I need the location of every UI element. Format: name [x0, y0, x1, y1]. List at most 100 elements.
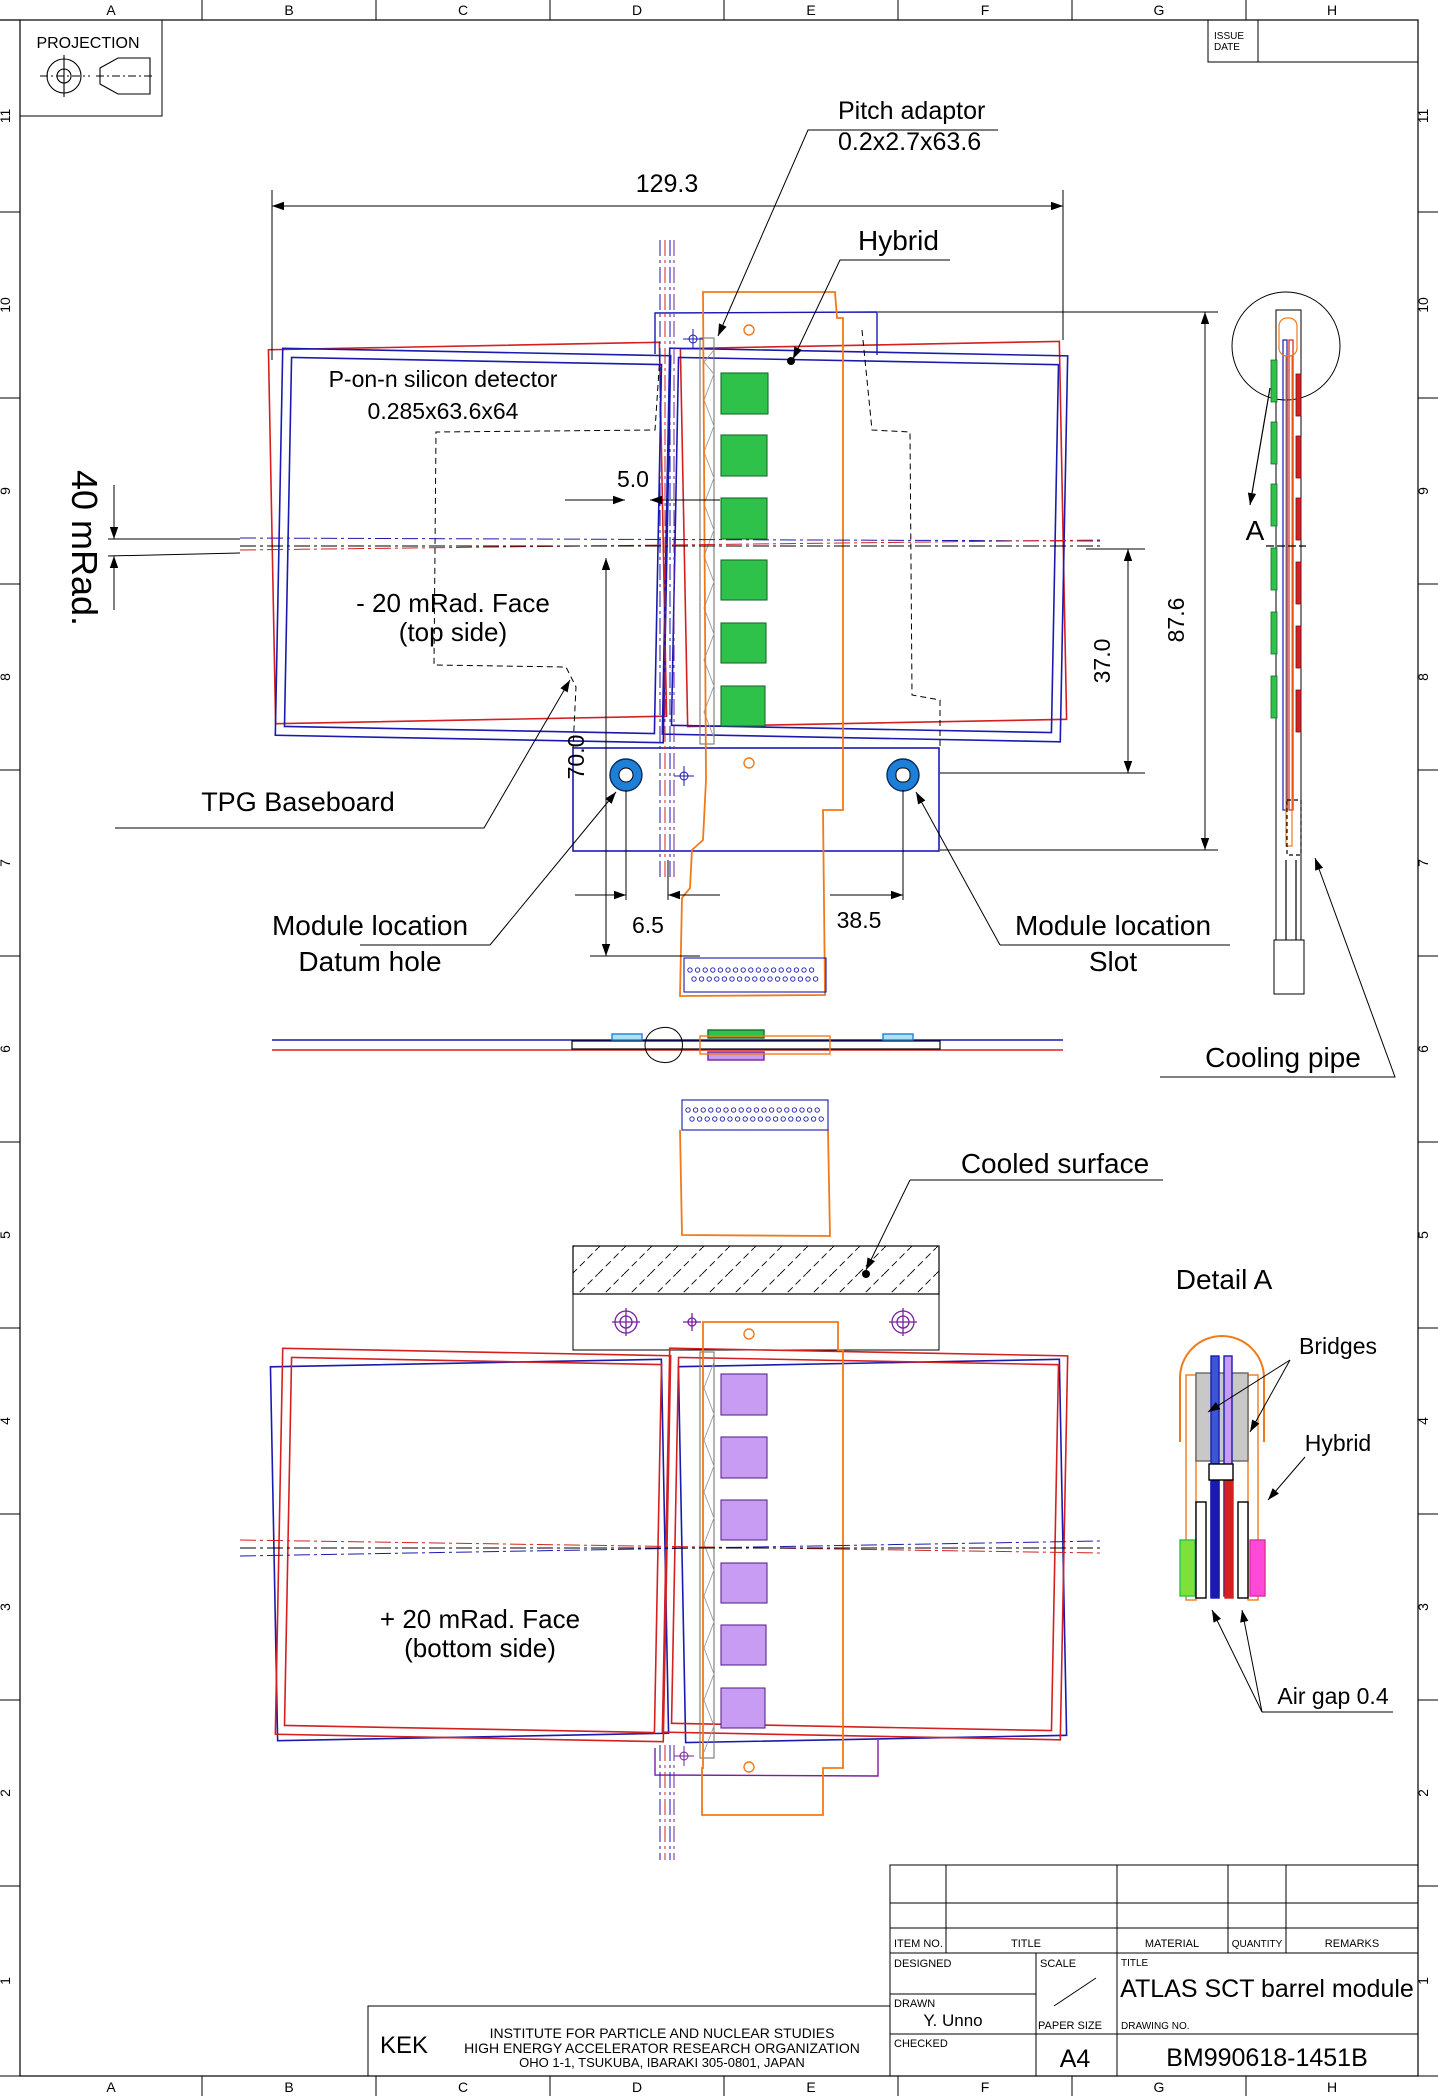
- column-label: A: [106, 2079, 116, 2095]
- slot-hole: [886, 758, 920, 792]
- hybrid-outline: [679, 291, 844, 997]
- tb-checked: CHECKED: [894, 2038, 948, 2050]
- dimensions-top: [107, 190, 1218, 957]
- connector-top-view: [683, 957, 827, 993]
- tb-item-no: ITEM NO.: [894, 1938, 943, 1950]
- label-angle: 40 mRad.: [64, 470, 105, 626]
- row-label: 11: [0, 109, 13, 124]
- tb-inst-1: INSTITUTE FOR PARTICLE AND NUCLEAR STUDI…: [490, 2025, 835, 2041]
- tb-quantity: QUANTITY: [1232, 1939, 1283, 1950]
- row-label: 10: [0, 297, 13, 313]
- label-pitch-adaptor: Pitch adaptor: [838, 97, 985, 125]
- label-air-gap: Air gap 0.4: [1277, 1683, 1388, 1709]
- row-label: 2: [1415, 1789, 1431, 1797]
- label-top-side: (top side): [399, 617, 507, 647]
- label-baseboard: TPG Baseboard: [201, 787, 395, 817]
- date-label: DATE: [1214, 42, 1240, 53]
- label-slot-2: Slot: [1089, 946, 1137, 977]
- row-label: 8: [0, 673, 13, 681]
- chips-purple: [720, 1373, 768, 1729]
- row-label: 1: [0, 1977, 13, 1985]
- tb-inst-3: OHO 1-1, TSUKUBA, IBARAKI 305-0801, JAPA…: [519, 2055, 805, 2070]
- label-pitch-adaptor-dims: 0.2x2.7x63.6: [838, 128, 981, 156]
- column-label: A: [106, 2, 116, 18]
- column-label: B: [284, 2, 293, 18]
- tb-drawing-no: BM990618-1451B: [1166, 2044, 1368, 2072]
- connector-pins: [687, 967, 819, 982]
- column-label: G: [1154, 2079, 1165, 2095]
- row-label: 5: [1415, 1231, 1431, 1239]
- column-label: F: [981, 2079, 990, 2095]
- row-label: 9: [0, 487, 13, 495]
- row-labels-right: 11 10 9 8 7 6 5 4 3 2 1: [1415, 109, 1431, 1985]
- center-lines: [239, 240, 1101, 880]
- label-top-face: - 20 mRad. Face: [356, 588, 550, 618]
- pitch-adaptor: [699, 337, 715, 745]
- issue-label: ISSUE: [1214, 31, 1244, 42]
- column-label: E: [806, 2079, 815, 2095]
- column-label: H: [1327, 2, 1337, 18]
- column-label: D: [632, 2079, 642, 2095]
- row-label: 2: [0, 1789, 13, 1797]
- column-label: E: [806, 2, 815, 18]
- row-labels-left: 11 10 9 8 7 6 5 4 3 2 1: [0, 109, 13, 1985]
- row-label: 3: [1415, 1603, 1431, 1611]
- tb-paper-size-label: PAPER SIZE: [1038, 2020, 1102, 2032]
- labels: Pitch adaptor 0.2x2.7x63.6 129.3 Hybrid …: [64, 97, 1389, 1709]
- column-labels-bottom: A B C D E F G H: [106, 2079, 1337, 2095]
- label-datum-1: Module location: [272, 910, 468, 941]
- label-detector-dims: 0.285x63.6x64: [368, 398, 519, 424]
- row-label: 6: [0, 1045, 13, 1053]
- tb-drawn: DRAWN: [894, 1998, 935, 2010]
- projection-box: PROJECTION: [19, 19, 163, 117]
- label-bottom-face: + 20 mRad. Face: [380, 1604, 580, 1634]
- tb-scale: SCALE: [1040, 1958, 1076, 1970]
- tb-material: MATERIAL: [1145, 1938, 1199, 1950]
- detector-red-outline-bottom: [274, 1347, 1069, 1743]
- label-width-dim: 129.3: [636, 170, 699, 198]
- label-hybrid: Hybrid: [858, 225, 939, 256]
- label-hybrid-detail: Hybrid: [1305, 1430, 1371, 1456]
- label-datum-2: Datum hole: [298, 946, 441, 977]
- connector-pins-bottom: [685, 1107, 824, 1122]
- tb-paper-size: A4: [1060, 2045, 1091, 2073]
- tb-kek: KEK: [380, 2032, 428, 2059]
- tb-inst-2: HIGH ENERGY ACCELERATOR RESEARCH ORGANIZ…: [464, 2040, 860, 2056]
- column-labels-top: A B C D E F G H: [106, 2, 1337, 18]
- tb-title: ATLAS SCT barrel module: [1120, 1975, 1414, 2003]
- row-label: 9: [1415, 487, 1431, 495]
- issue-date-box: ISSUE DATE: [1207, 19, 1419, 63]
- column-dividers: [201, 0, 1247, 2096]
- row-label: 4: [0, 1417, 13, 1425]
- baseboard-hidden-outline: [433, 329, 941, 749]
- label-dim-87-6: 87.6: [1163, 598, 1189, 643]
- label-dim-70-0: 70.0: [563, 735, 589, 780]
- label-cooled-surface: Cooled surface: [961, 1148, 1149, 1179]
- detector-blue-outline: [274, 347, 1069, 744]
- column-label: F: [981, 2, 990, 18]
- tb-title-label: TITLE: [1121, 1958, 1149, 1969]
- column-label: G: [1154, 2, 1165, 18]
- tb-title-col: TITLE: [1011, 1938, 1041, 1950]
- column-label: C: [458, 2079, 468, 2095]
- title-block: ITEM NO. TITLE MATERIAL QUANTITY REMARKS…: [367, 1864, 1419, 2077]
- projection-label: PROJECTION: [36, 35, 139, 52]
- row-label: 10: [1415, 297, 1431, 313]
- chips-green: [720, 372, 769, 727]
- row-label: 7: [1415, 859, 1431, 867]
- tb-remarks: REMARKS: [1325, 1938, 1379, 1950]
- label-detector: P-on-n silicon detector: [329, 366, 558, 392]
- side-view-chips: [1270, 359, 1302, 733]
- row-label: 1: [1415, 1977, 1431, 1985]
- column-label: B: [284, 2079, 293, 2095]
- column-label: D: [632, 2, 642, 18]
- detail-a-view: [1179, 1335, 1266, 1601]
- row-label: 7: [0, 859, 13, 867]
- leader-lines: [115, 129, 1396, 1271]
- label-slot-1: Module location: [1015, 910, 1211, 941]
- label-bottom-side: (bottom side): [404, 1633, 556, 1663]
- detector-red-outline: [267, 340, 1068, 728]
- column-label: C: [458, 2, 468, 18]
- label-dim-38-5: 38.5: [837, 907, 882, 933]
